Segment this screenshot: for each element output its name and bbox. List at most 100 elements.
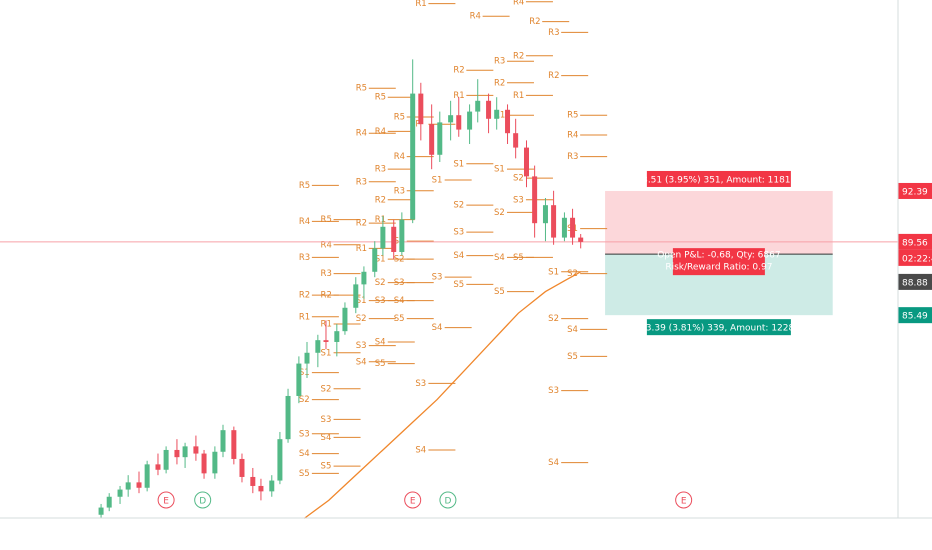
pivot-label: S5 bbox=[494, 287, 505, 297]
candle-body bbox=[342, 307, 348, 332]
pivot-label: S3 bbox=[453, 228, 464, 238]
pivot-label: R5 bbox=[394, 112, 405, 122]
pivot-label: R5 bbox=[567, 111, 578, 121]
pivot-label: S4 bbox=[415, 445, 426, 455]
candle-body bbox=[193, 446, 199, 454]
candle-body bbox=[220, 430, 226, 452]
candle-body bbox=[561, 217, 567, 238]
pivot-label: S4 bbox=[567, 325, 578, 335]
candle-body bbox=[201, 453, 207, 474]
pivot-label: S1 bbox=[494, 165, 505, 175]
pivot-label: S3 bbox=[432, 273, 443, 283]
pivot-label: R4 bbox=[299, 217, 310, 227]
stop-zone bbox=[605, 190, 833, 255]
pivot-label: S3 bbox=[375, 296, 386, 306]
pivot-label: S2 bbox=[494, 208, 505, 218]
candle-body bbox=[551, 205, 557, 238]
candle-body bbox=[106, 496, 112, 508]
candle-body bbox=[277, 439, 283, 481]
pivot-label: S1 bbox=[321, 348, 332, 358]
pivot-label: R4 bbox=[375, 127, 386, 137]
pivot-label: R3 bbox=[494, 57, 505, 67]
pivot-label: R4 bbox=[470, 12, 481, 22]
candle-body bbox=[532, 176, 538, 224]
pivot-label: S2 bbox=[299, 395, 310, 405]
pivot-label: R1 bbox=[356, 244, 367, 254]
pivot-label: R1 bbox=[453, 91, 464, 101]
pivot-label: S4 bbox=[356, 357, 367, 367]
pivot-label: R5 bbox=[321, 215, 332, 225]
countdown-tag-bg bbox=[898, 249, 932, 266]
pivot-label: R2 bbox=[453, 66, 464, 76]
candle-body bbox=[523, 147, 529, 177]
pivot-label: S3 bbox=[299, 429, 310, 439]
candle-body bbox=[231, 430, 237, 459]
pivot-label: S1 bbox=[548, 267, 559, 277]
pivot-label: R1 bbox=[299, 312, 310, 322]
pivot-label: S1 bbox=[453, 159, 464, 169]
candle-body bbox=[486, 100, 492, 119]
event-label: E bbox=[681, 497, 687, 507]
pivot-label: R3 bbox=[548, 28, 559, 38]
pivot-label: R2 bbox=[356, 219, 367, 229]
candle-body bbox=[285, 395, 291, 440]
target-price-tag-bg bbox=[898, 307, 932, 324]
pivot-label: S2 bbox=[548, 314, 559, 324]
candle-body bbox=[117, 489, 123, 497]
pivot-label: R4 bbox=[394, 152, 405, 162]
candle-body bbox=[269, 480, 275, 492]
pivot-label: R4 bbox=[321, 240, 332, 250]
candle-body bbox=[418, 93, 424, 125]
rr-label: Risk/Reward Ratio: 0.97 bbox=[665, 263, 772, 273]
pivot-label: R4 bbox=[356, 129, 367, 139]
countdown-tag: 02:22:41 bbox=[902, 254, 932, 264]
candle-body bbox=[456, 115, 462, 130]
event-label: D bbox=[199, 497, 206, 507]
candle-body bbox=[136, 482, 142, 488]
pivot-label: S4 bbox=[548, 458, 559, 468]
candle-body bbox=[542, 205, 548, 224]
pivot-label: S5 bbox=[321, 462, 332, 472]
pivot-label: S5 bbox=[567, 352, 578, 362]
event-marker bbox=[675, 491, 693, 509]
stop-price-tag-bg bbox=[898, 182, 932, 199]
candle-body bbox=[315, 340, 321, 353]
pivot-label: R5 bbox=[356, 84, 367, 94]
event-marker bbox=[157, 491, 175, 509]
pivot-label: S5 bbox=[513, 253, 524, 263]
pivot-label: S4 bbox=[453, 251, 464, 261]
pivot-label: S5 bbox=[453, 280, 464, 290]
pivot-label: R3 bbox=[375, 165, 386, 175]
pivot-label: R2 bbox=[529, 17, 540, 27]
pivot-label: S4 bbox=[375, 337, 386, 347]
pivot-label: R5 bbox=[299, 181, 310, 191]
pnl-label: Open P&L: -0.68, Qty: 6867 bbox=[657, 251, 780, 261]
pivot-label: R1 bbox=[375, 215, 386, 225]
pnl-box bbox=[672, 248, 765, 276]
event-label: D bbox=[444, 497, 451, 507]
candle-body bbox=[429, 124, 435, 155]
event-label: E bbox=[163, 497, 169, 507]
last-price-tag: 89.56 bbox=[902, 238, 928, 248]
candle-body bbox=[304, 352, 310, 364]
candle-body bbox=[399, 219, 405, 252]
pivot-label: S1 bbox=[432, 175, 443, 185]
pivot-label: S2 bbox=[321, 384, 332, 394]
pivot-label: S3 bbox=[356, 341, 367, 351]
pivot-label: S2 bbox=[375, 278, 386, 288]
candle-body bbox=[437, 122, 443, 155]
pivot-label: R2 bbox=[375, 195, 386, 205]
candle-body bbox=[353, 284, 359, 308]
pivot-label: R2 bbox=[513, 51, 524, 61]
stop-price-tag: 92.39 bbox=[902, 187, 928, 197]
pivot-label: S1 bbox=[375, 255, 386, 265]
pivot-label: R4 bbox=[513, 0, 524, 7]
candle-body bbox=[174, 449, 180, 458]
pivot-label: S2 bbox=[453, 201, 464, 211]
target-label: Target: 3.39 (3.81%) 339, Amount: 122844… bbox=[611, 324, 826, 334]
pivot-label: R2 bbox=[299, 291, 310, 301]
candle-body bbox=[182, 446, 188, 458]
pivot-label: S2 bbox=[394, 255, 405, 265]
pivot-label: P bbox=[415, 120, 420, 130]
